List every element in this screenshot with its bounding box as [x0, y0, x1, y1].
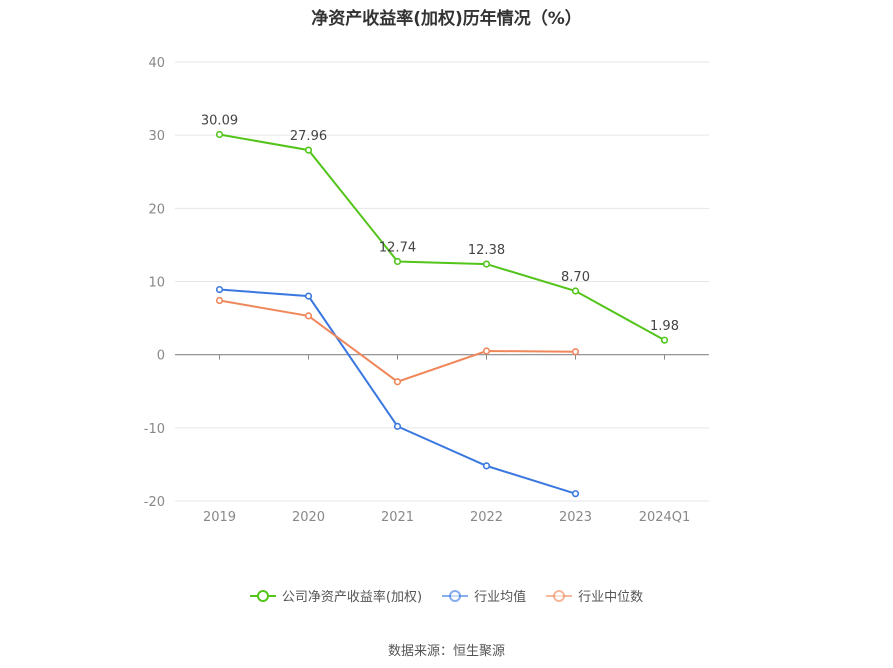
data-point[interactable] [393, 422, 402, 430]
data-label: 27.96 [290, 129, 327, 144]
data-point[interactable] [393, 378, 402, 386]
chart-title: 净资产收益率(加权)历年情况（%） [311, 9, 582, 29]
data-point[interactable] [660, 336, 669, 344]
y-tick-label: 20 [148, 202, 165, 217]
legend: 公司净资产收益率(加权) 行业均值 行业中位数 [0, 586, 893, 605]
data-label: 12.38 [468, 243, 505, 258]
data-point[interactable] [571, 287, 580, 295]
y-tick-label: 0 [157, 349, 165, 364]
y-tick-label: 40 [148, 56, 165, 71]
data-label: 12.74 [379, 240, 416, 255]
grid-layer [175, 61, 709, 502]
series-line-1 [219, 288, 576, 495]
data-point[interactable] [215, 285, 224, 294]
x-tick-label: 2020 [292, 510, 325, 525]
data-point[interactable] [482, 260, 491, 268]
series-line-2 [219, 299, 576, 383]
data-point[interactable] [304, 292, 313, 300]
legend-item-1[interactable]: 行业均值 [442, 586, 526, 605]
data-label: 8.70 [561, 270, 590, 285]
legend-item-0[interactable]: 公司净资产收益率(加权) [249, 586, 423, 605]
y-tick-label: -20 [144, 495, 165, 510]
x-tick-label: 2019 [203, 510, 236, 525]
legend-label: 公司净资产收益率(加权) [281, 590, 423, 605]
data-label: 30.09 [201, 114, 238, 129]
chart-plot: 40 30 20 10 0 -10 -20 2019 2020 2021 2022 2023 2024Q… [144, 56, 709, 525]
series-layer [215, 130, 669, 498]
legend-marker-icon [249, 589, 276, 603]
legend-item-2[interactable]: 行业中位数 [546, 586, 643, 605]
data-point[interactable] [571, 348, 580, 356]
legend-marker-icon [546, 589, 573, 603]
data-label: 1.98 [650, 319, 679, 334]
axis-layer: 40 30 20 10 0 -10 -20 2019 2020 2021 2022 2023 2024Q… [144, 56, 691, 525]
data-point[interactable] [482, 347, 491, 355]
data-point[interactable] [215, 130, 224, 139]
data-point[interactable] [482, 462, 491, 470]
x-tick-label: 2022 [470, 510, 503, 525]
legend-label: 行业均值 [474, 590, 527, 605]
data-point[interactable] [571, 490, 580, 498]
y-tick-label: 10 [148, 276, 165, 291]
data-source: 数据来源：恒生聚源 [387, 644, 505, 659]
x-tick-label: 2021 [381, 510, 414, 525]
y-tick-label: 30 [148, 129, 165, 144]
legend-marker-icon [442, 589, 469, 603]
data-point[interactable] [393, 257, 402, 266]
legend-label: 行业中位数 [578, 590, 644, 605]
data-point[interactable] [304, 312, 313, 320]
series-line-0 [219, 133, 665, 342]
data-point[interactable] [215, 296, 224, 305]
x-tick-label: 2023 [559, 510, 592, 525]
data-point[interactable] [304, 146, 313, 154]
y-tick-label: -10 [144, 422, 165, 437]
label-layer: 30.09 27.96 12.74 12.38 8.70 1.98 [201, 114, 679, 335]
x-tick-label: 2024Q1 [639, 510, 691, 525]
